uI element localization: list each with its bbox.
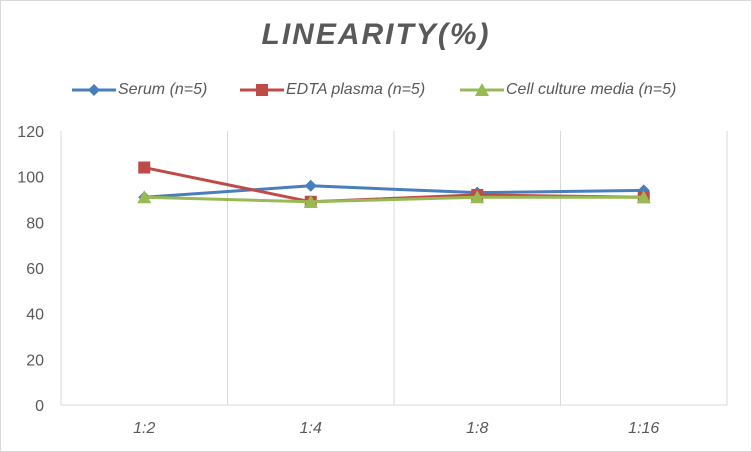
y-tick-label: 60 xyxy=(26,261,44,278)
data-point-cell-culture-media xyxy=(137,190,152,204)
data-point-serum xyxy=(304,179,317,192)
chart-title: LINEARITY(%) xyxy=(261,18,491,51)
data-point-cell-culture-media xyxy=(470,190,485,204)
legend-swatch-serum xyxy=(72,84,116,96)
x-tick-label: 1:8 xyxy=(466,420,488,437)
x-tick-label: 1:16 xyxy=(628,420,659,437)
data-point-edta-plasma xyxy=(138,161,151,174)
y-tick-label: 80 xyxy=(26,215,44,232)
data-point-cell-culture-media xyxy=(303,194,318,208)
legend-swatch-cell-culture-media xyxy=(460,83,504,96)
x-tick-label: 1:2 xyxy=(133,420,155,437)
y-tick-label: 0 xyxy=(35,398,44,415)
legend-label-serum: Serum (n=5) xyxy=(118,81,208,98)
y-tick-label: 40 xyxy=(26,307,44,324)
legend-swatch-edta-plasma xyxy=(240,84,284,96)
legend-label-cell-culture-media: Cell culture media (n=5) xyxy=(506,81,677,98)
y-tick-label: 20 xyxy=(26,352,44,369)
legend-item-cell-culture-media: Cell culture media (n=5) xyxy=(460,78,676,102)
legend-item-edta-plasma: EDTA plasma (n=5) xyxy=(240,78,425,102)
series-line-cell-culture-media xyxy=(144,195,644,204)
data-point-cell-culture-media xyxy=(636,190,651,204)
x-tick-label: 1:4 xyxy=(300,420,322,437)
series-line-serum xyxy=(144,184,644,199)
chart-legend: Serum (n=5) EDTA plasma (n=5) Cell cultu… xyxy=(0,78,752,102)
legend-item-serum: Serum (n=5) xyxy=(72,78,207,102)
y-tick-label: 100 xyxy=(17,170,44,187)
y-tick-label: 120 xyxy=(17,124,44,141)
legend-label-edta-plasma: EDTA plasma (n=5) xyxy=(286,81,426,98)
